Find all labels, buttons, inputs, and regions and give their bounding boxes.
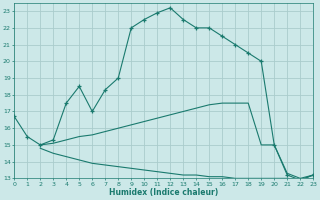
X-axis label: Humidex (Indice chaleur): Humidex (Indice chaleur) [109,188,218,197]
